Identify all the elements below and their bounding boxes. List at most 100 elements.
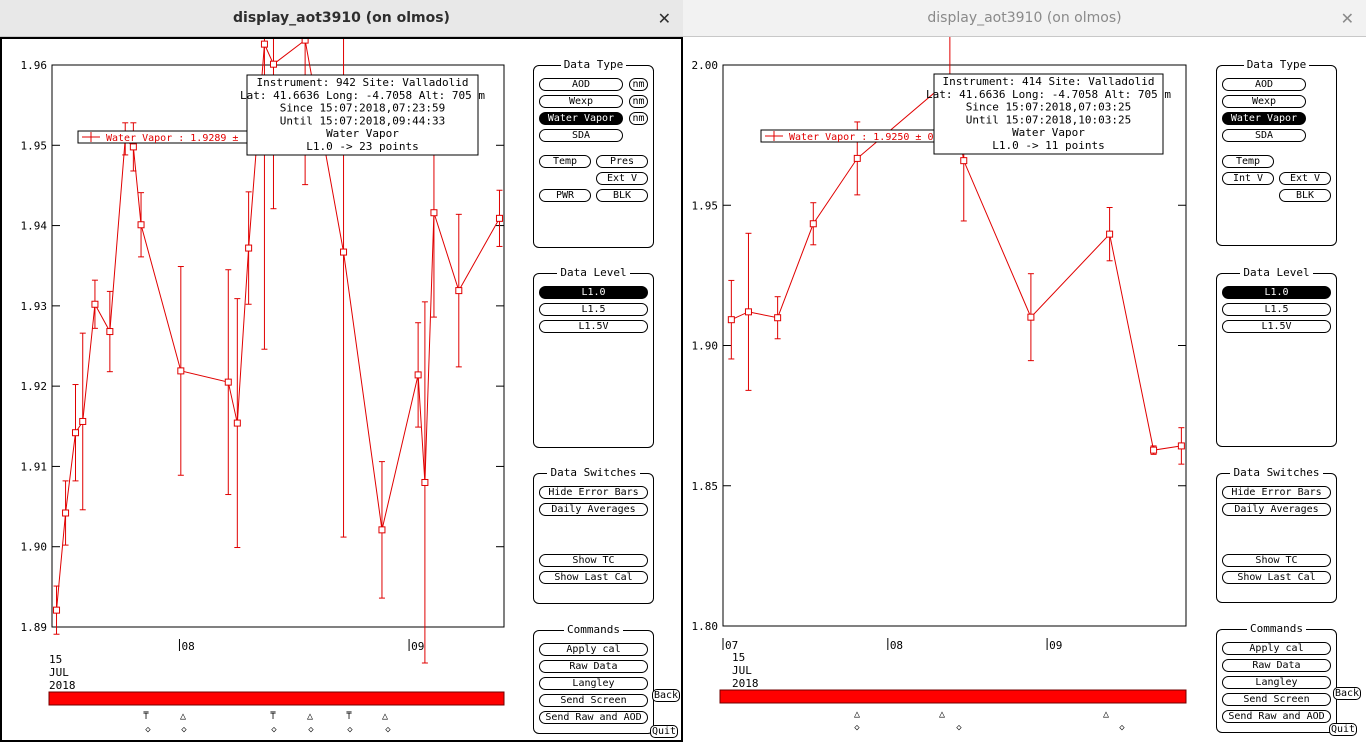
info-line: Water Vapor <box>326 127 399 140</box>
data-level-panel: Data Level L1.0 L1.5 L1.5V <box>533 266 654 448</box>
y-tick-label: 1.96 <box>21 59 48 72</box>
aod-button[interactable]: AOD <box>539 78 623 91</box>
level-l10-button[interactable]: L1.0 <box>1222 286 1331 299</box>
water-vapor-nm-button[interactable]: nm <box>629 112 648 125</box>
y-tick-label: 1.94 <box>21 220 48 233</box>
level-l10-button[interactable]: L1.0 <box>539 286 648 299</box>
data-point <box>340 248 348 256</box>
data-point <box>91 300 99 308</box>
info-line: L1.0 -> 23 points <box>306 140 419 153</box>
quit-button[interactable]: Quit <box>1329 723 1358 736</box>
data-switches-panel: Data Switches Hide Error Bars Daily Aver… <box>533 466 654 604</box>
temp-button[interactable]: Temp <box>1222 155 1274 168</box>
data-point <box>960 157 968 165</box>
aod-button[interactable]: AOD <box>1222 78 1306 91</box>
hide-error-bars-button[interactable]: Hide Error Bars <box>539 486 648 499</box>
water-vapor-button[interactable]: Water Vapor <box>1222 112 1306 125</box>
level-l15v-button[interactable]: L1.5V <box>1222 320 1331 333</box>
back-button[interactable]: Back <box>1333 687 1362 700</box>
langley-button[interactable]: Langley <box>1222 676 1331 689</box>
daily-averages-button[interactable]: Daily Averages <box>539 503 648 516</box>
diamond-marker-icon: ◇ <box>145 725 151 735</box>
x-tick-label: 09 <box>411 640 424 653</box>
title-bar: display_aot3910 (on olmos) ✕ <box>683 0 1366 37</box>
info-line: Lat: 41.6636 Long: -4.7058 Alt: 705 m <box>926 88 1171 101</box>
triangle-marker-icon: ⍑ <box>143 711 149 722</box>
raw-data-button[interactable]: Raw Data <box>1222 659 1331 672</box>
date-label: JUL <box>49 666 69 679</box>
apply-cal-button[interactable]: Apply cal <box>1222 642 1331 655</box>
commands-panel: Commands Apply cal Raw Data Langley Send… <box>1216 622 1337 733</box>
send-screen-button[interactable]: Send Screen <box>1222 693 1331 706</box>
sda-button[interactable]: SDA <box>539 129 623 142</box>
show-tc-button[interactable]: Show TC <box>539 554 648 567</box>
y-tick-label: 1.85 <box>692 480 719 493</box>
show-last-cal-button[interactable]: Show Last Cal <box>1222 571 1331 584</box>
back-button[interactable]: Back <box>652 689 681 702</box>
info-line: Instrument: 942 Site: Valladolid <box>257 76 469 89</box>
data-point <box>245 244 253 252</box>
y-tick-label: 1.80 <box>692 620 719 633</box>
pres-button[interactable]: Pres <box>596 155 648 168</box>
raw-data-button[interactable]: Raw Data <box>539 660 648 673</box>
level-l15-button[interactable]: L1.5 <box>539 303 648 316</box>
date-label: 2018 <box>49 679 76 692</box>
wexp-button[interactable]: Wexp <box>539 95 623 108</box>
water-vapor-button[interactable]: Water Vapor <box>539 112 623 125</box>
y-tick-label: 1.91 <box>21 460 48 473</box>
data-switches-title: Data Switches <box>547 466 640 479</box>
sda-button[interactable]: SDA <box>1222 129 1306 142</box>
commands-title: Commands <box>564 623 623 636</box>
triangle-marker-icon: △ <box>180 711 186 722</box>
apply-cal-button[interactable]: Apply cal <box>539 643 648 656</box>
temp-button[interactable]: Temp <box>539 155 591 168</box>
int-v-button[interactable]: Int V <box>1222 172 1274 185</box>
data-switches-panel: Data Switches Hide Error Bars Daily Aver… <box>1216 466 1337 603</box>
close-icon[interactable]: ✕ <box>657 9 671 28</box>
time-bar <box>719 689 1187 704</box>
data-point <box>455 287 463 295</box>
langley-button[interactable]: Langley <box>539 677 648 690</box>
send-raw-aod-button[interactable]: Send Raw and AOD <box>539 711 648 724</box>
data-point <box>72 429 80 437</box>
info-line: Since 15:07:2018,07:23:59 <box>280 102 446 115</box>
y-tick-label: 1.90 <box>692 340 719 353</box>
window-title: display_aot3910 (on olmos) <box>233 10 450 26</box>
quit-button[interactable]: Quit <box>650 725 679 738</box>
diamond-marker-icon: ◇ <box>271 725 277 735</box>
send-screen-button[interactable]: Send Screen <box>539 694 648 707</box>
data-point <box>224 378 232 386</box>
data-type-panel: Data Type AOD Wexp Water Vapor SDA Temp … <box>1216 58 1337 246</box>
level-l15v-button[interactable]: L1.5V <box>539 320 648 333</box>
data-point <box>744 308 752 316</box>
x-tick-label: 08 <box>181 640 194 653</box>
triangle-marker-icon: △ <box>939 709 945 720</box>
info-line: Lat: 41.6636 Long: -4.7058 Alt: 705 m <box>240 89 485 102</box>
data-point <box>269 60 277 68</box>
wexp-button[interactable]: Wexp <box>1222 95 1306 108</box>
send-raw-aod-button[interactable]: Send Raw and AOD <box>1222 710 1331 723</box>
blk-button[interactable]: BLK <box>1279 189 1331 202</box>
daily-averages-button[interactable]: Daily Averages <box>1222 503 1331 516</box>
ext-v-button[interactable]: Ext V <box>596 172 648 185</box>
show-last-cal-button[interactable]: Show Last Cal <box>539 571 648 584</box>
blk-button[interactable]: BLK <box>596 189 648 202</box>
data-point <box>260 40 268 48</box>
date-label: JUL <box>732 664 752 677</box>
aod-nm-button[interactable]: nm <box>629 78 648 91</box>
diamond-marker-icon: ◇ <box>854 723 860 733</box>
window-content: 1.96 1.95 1.94 1.93 1.92 1.91 1.90 1.89 08 09 Wate… <box>0 37 683 742</box>
y-tick-label: 1.93 <box>21 300 48 313</box>
close-icon[interactable]: ✕ <box>1340 9 1354 28</box>
ext-v-button[interactable]: Ext V <box>1279 172 1331 185</box>
show-tc-button[interactable]: Show TC <box>1222 554 1331 567</box>
x-tick-label: 08 <box>890 639 903 652</box>
pwr-button[interactable]: PWR <box>539 189 591 202</box>
data-point <box>129 143 137 151</box>
wexp-nm-button[interactable]: nm <box>629 95 648 108</box>
level-l15-button[interactable]: L1.5 <box>1222 303 1331 316</box>
hide-error-bars-button[interactable]: Hide Error Bars <box>1222 486 1331 499</box>
data-point <box>378 526 386 534</box>
data-point <box>301 39 309 44</box>
